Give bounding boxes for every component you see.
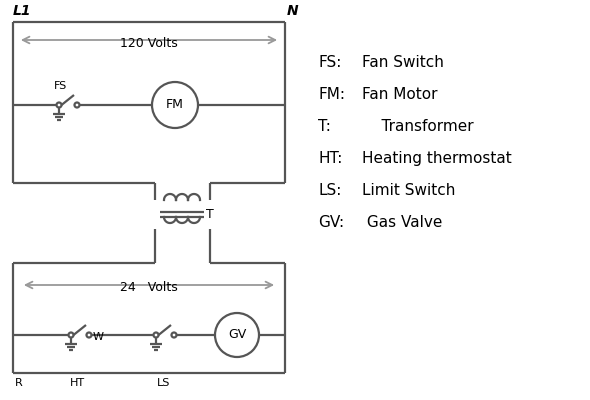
Text: L1: L1: [13, 4, 31, 18]
Text: T: T: [206, 208, 214, 220]
Text: Transformer: Transformer: [362, 119, 474, 134]
Text: N: N: [287, 4, 299, 18]
Text: GV: GV: [228, 328, 246, 342]
Text: HT: HT: [70, 378, 85, 388]
Text: LS: LS: [157, 378, 171, 388]
Text: Gas Valve: Gas Valve: [362, 215, 442, 230]
Text: 120 Volts: 120 Volts: [120, 37, 178, 50]
Text: 24   Volts: 24 Volts: [120, 281, 178, 294]
Text: FS:: FS:: [318, 55, 342, 70]
Text: FM: FM: [166, 98, 184, 112]
Text: GV:: GV:: [318, 215, 344, 230]
Text: HT:: HT:: [318, 151, 342, 166]
Text: FM:: FM:: [318, 87, 345, 102]
Text: Limit Switch: Limit Switch: [362, 183, 455, 198]
Text: W: W: [93, 332, 104, 342]
Text: FS: FS: [54, 81, 67, 91]
Text: Fan Motor: Fan Motor: [362, 87, 438, 102]
Text: Fan Switch: Fan Switch: [362, 55, 444, 70]
Text: T:: T:: [318, 119, 331, 134]
Text: LS:: LS:: [318, 183, 342, 198]
Text: R: R: [15, 378, 23, 388]
Text: Heating thermostat: Heating thermostat: [362, 151, 512, 166]
